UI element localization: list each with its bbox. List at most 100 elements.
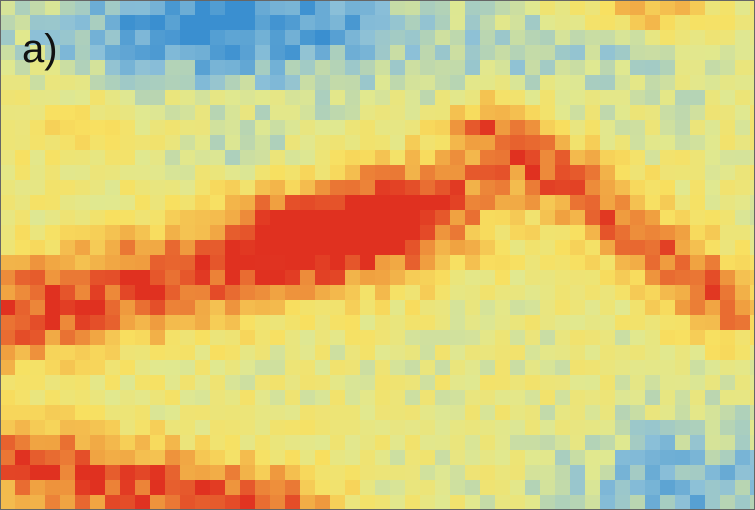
raster-cell — [45, 225, 60, 240]
raster-cell — [525, 150, 540, 165]
raster-cell — [330, 0, 345, 15]
raster-cell — [300, 15, 315, 30]
raster-cell — [660, 210, 675, 225]
raster-cell — [435, 90, 450, 105]
raster-cell — [585, 315, 600, 330]
raster-cell — [405, 480, 420, 495]
raster-cell — [495, 120, 510, 135]
raster-cell — [255, 255, 270, 270]
raster-cell — [120, 405, 135, 420]
raster-cell — [405, 420, 420, 435]
raster-cell — [195, 75, 210, 90]
raster-cell — [510, 150, 525, 165]
raster-cell — [150, 285, 165, 300]
raster-cell — [705, 225, 720, 240]
raster-cell — [285, 390, 300, 405]
raster-cell — [615, 495, 630, 510]
raster-cell — [300, 270, 315, 285]
raster-cell — [375, 255, 390, 270]
raster-cell — [45, 195, 60, 210]
raster-cell — [270, 180, 285, 195]
raster-cell — [615, 120, 630, 135]
raster-cell — [495, 300, 510, 315]
raster-cell — [645, 150, 660, 165]
raster-cell — [30, 360, 45, 375]
raster-cell — [675, 105, 690, 120]
raster-cell — [225, 240, 240, 255]
raster-cell — [480, 135, 495, 150]
raster-cell — [645, 330, 660, 345]
raster-cell — [720, 225, 735, 240]
raster-cell — [270, 270, 285, 285]
raster-cell — [660, 255, 675, 270]
raster-cell — [0, 375, 15, 390]
raster-cell — [525, 390, 540, 405]
raster-cell — [60, 195, 75, 210]
raster-cell — [255, 75, 270, 90]
raster-cell — [240, 75, 255, 90]
raster-cell — [390, 405, 405, 420]
raster-cell — [210, 120, 225, 135]
raster-cell — [555, 180, 570, 195]
raster-cell — [555, 480, 570, 495]
raster-cell — [435, 480, 450, 495]
raster-cell — [555, 195, 570, 210]
raster-cell — [630, 285, 645, 300]
raster-cell — [210, 390, 225, 405]
raster-cell — [120, 120, 135, 135]
raster-cell — [195, 315, 210, 330]
raster-cell — [45, 300, 60, 315]
raster-cell — [210, 420, 225, 435]
raster-cell — [120, 30, 135, 45]
raster-cell — [405, 375, 420, 390]
raster-cell — [195, 150, 210, 165]
raster-cell — [555, 210, 570, 225]
raster-cell — [120, 60, 135, 75]
raster-cell — [585, 390, 600, 405]
raster-cell — [645, 195, 660, 210]
raster-cell — [645, 375, 660, 390]
raster-cell — [150, 420, 165, 435]
raster-cell — [495, 345, 510, 360]
raster-cell — [660, 270, 675, 285]
raster-cell — [75, 495, 90, 510]
raster-cell — [210, 45, 225, 60]
raster-cell — [210, 240, 225, 255]
raster-cell — [495, 360, 510, 375]
raster-cell — [270, 300, 285, 315]
raster-cell — [60, 60, 75, 75]
raster-cell — [135, 480, 150, 495]
raster-cell — [0, 345, 15, 360]
raster-cell — [390, 150, 405, 165]
raster-cell — [0, 360, 15, 375]
raster-cell — [75, 165, 90, 180]
raster-cell — [720, 450, 735, 465]
raster-cell — [570, 225, 585, 240]
raster-cell — [510, 75, 525, 90]
raster-cell — [420, 240, 435, 255]
raster-cell — [705, 450, 720, 465]
raster-cell — [60, 270, 75, 285]
raster-cell — [180, 135, 195, 150]
raster-cell — [720, 420, 735, 435]
raster-cell — [615, 330, 630, 345]
raster-cell — [405, 330, 420, 345]
raster-cell — [600, 75, 615, 90]
raster-cell — [690, 285, 705, 300]
raster-cell — [720, 435, 735, 450]
raster-cell — [210, 105, 225, 120]
raster-cell — [15, 435, 30, 450]
raster-cell — [735, 255, 750, 270]
raster-cell — [480, 0, 495, 15]
raster-cell — [165, 435, 180, 450]
raster-cell — [630, 405, 645, 420]
raster-cell — [525, 240, 540, 255]
raster-cell — [705, 30, 720, 45]
raster-cell — [690, 270, 705, 285]
raster-cell — [105, 405, 120, 420]
raster-cell — [705, 45, 720, 60]
raster-cell — [435, 360, 450, 375]
raster-cell — [105, 255, 120, 270]
raster-cell — [165, 270, 180, 285]
raster-cell — [285, 15, 300, 30]
